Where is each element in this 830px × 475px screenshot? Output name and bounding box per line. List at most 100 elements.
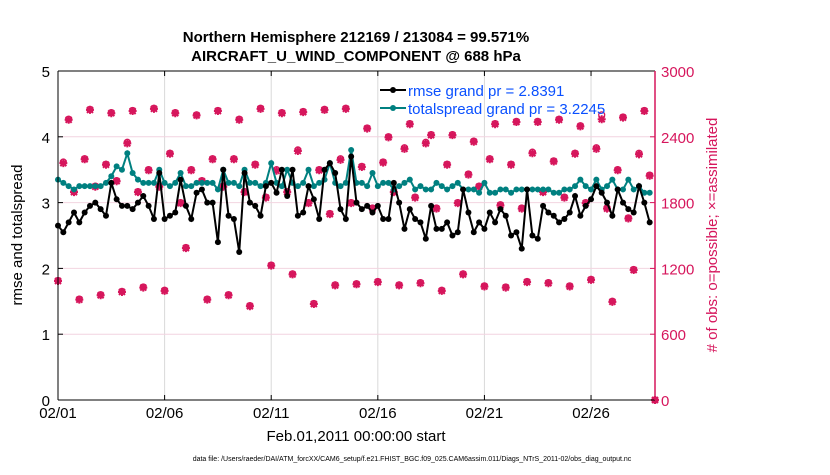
rmse-point	[241, 169, 248, 176]
x-tick-label: 02/01	[39, 405, 77, 422]
rmse-point	[476, 219, 483, 226]
rmse-point	[209, 199, 216, 206]
obs-assimilated-marker	[245, 302, 254, 311]
rmse-point	[92, 199, 99, 206]
obs-assimilated-marker	[123, 139, 132, 148]
rmse-point	[508, 232, 515, 239]
rmse-point	[502, 212, 509, 219]
obs-assimilated-marker	[613, 166, 622, 175]
obs-assimilated-marker	[443, 160, 452, 169]
rmse-point	[278, 166, 285, 173]
rmse-point	[337, 206, 344, 213]
totalspread-point	[465, 186, 472, 193]
obs-assimilated-marker	[565, 282, 574, 291]
obs-assimilated-marker	[603, 204, 612, 213]
obs-assimilated-marker	[224, 291, 233, 300]
obs-assimilated-marker	[448, 131, 457, 140]
totalspread-point	[305, 166, 312, 173]
rmse-point	[161, 216, 168, 223]
totalspread-point	[566, 186, 573, 193]
obs-assimilated-marker	[608, 297, 617, 306]
totalspread-point	[646, 189, 653, 196]
totalspread-point	[577, 176, 584, 183]
rmse-point	[529, 232, 536, 239]
rmse-point	[262, 183, 269, 190]
totalspread-point	[348, 146, 355, 153]
rmse-point	[412, 216, 419, 223]
totalspread-point	[529, 186, 536, 193]
totalspread-point	[182, 183, 189, 190]
obs-assimilated-marker	[405, 120, 414, 129]
rmse-point	[353, 199, 360, 206]
rmse-point	[204, 199, 211, 206]
rmse-point	[156, 169, 163, 176]
totalspread-point	[582, 183, 589, 190]
rmse-point	[609, 212, 616, 219]
obs-markers	[54, 104, 659, 404]
rmse-point	[550, 212, 557, 219]
totalspread-point	[204, 179, 211, 186]
rmse-point	[513, 229, 520, 236]
rmse-point	[172, 209, 179, 216]
rmse-point	[182, 202, 189, 209]
totalspread-point	[609, 176, 616, 183]
totalspread-point	[198, 179, 205, 186]
obs-assimilated-marker	[277, 109, 286, 118]
totalspread-point	[150, 179, 157, 186]
obs-assimilated-marker	[517, 204, 526, 213]
obs-assimilated-marker	[432, 204, 441, 213]
rmse-point	[60, 229, 67, 236]
totalspread-point	[134, 176, 141, 183]
totalspread-point	[140, 179, 147, 186]
rmse-point	[449, 232, 456, 239]
totalspread-point	[81, 183, 88, 190]
totalspread-point	[177, 169, 184, 176]
rmse-point	[433, 225, 440, 232]
totalspread-point	[428, 186, 435, 193]
rmse-point	[124, 202, 131, 209]
totalspread-point	[342, 179, 349, 186]
obs-assimilated-marker	[533, 117, 542, 126]
obs-assimilated-marker	[144, 166, 153, 175]
rmse-point	[438, 225, 445, 232]
rmse-point	[444, 219, 451, 226]
rmse-point	[364, 202, 371, 209]
obs-assimilated-marker	[523, 278, 532, 287]
obs-assimilated-marker	[325, 210, 334, 219]
rmse-point	[614, 186, 621, 193]
totalspread-point	[374, 183, 381, 190]
obs-assimilated-marker	[629, 266, 638, 275]
rmse-point	[636, 183, 643, 190]
obs-assimilated-marker	[379, 158, 388, 167]
totalspread-point	[641, 189, 648, 196]
rmse-point	[566, 209, 573, 216]
totalspread-point	[188, 183, 195, 190]
totalspread-point	[454, 179, 461, 186]
obs-assimilated-marker	[501, 283, 510, 292]
series-lines	[55, 146, 653, 255]
totalspread-point	[129, 169, 136, 176]
obs-assimilated-marker	[341, 104, 350, 113]
obs-assimilated-marker	[181, 244, 190, 253]
obs-assimilated-marker	[336, 155, 345, 164]
obs-assimilated-marker	[512, 117, 521, 126]
rmse-point	[406, 206, 413, 213]
obs-assimilated-marker	[96, 291, 105, 300]
obs-assimilated-marker	[357, 162, 366, 171]
obs-assimilated-marker	[640, 107, 649, 116]
obs-assimilated-marker	[368, 204, 377, 213]
totalspread-point	[545, 186, 552, 193]
totalspread-line	[57, 149, 650, 195]
y-tick-label: 0	[42, 393, 50, 410]
totalspread-point	[396, 183, 403, 190]
totalspread-point	[246, 179, 253, 186]
rmse-point	[620, 199, 627, 206]
rmse-line	[57, 156, 651, 253]
totalspread-point	[625, 176, 632, 183]
rmse-point	[422, 235, 429, 242]
chart-title-line1: Northern Hemisphere 212169 / 213084 = 99…	[183, 29, 529, 46]
rmse-point	[348, 153, 355, 160]
rmse-point	[577, 212, 584, 219]
totalspread-point	[492, 189, 499, 196]
rmse-point	[369, 209, 376, 216]
